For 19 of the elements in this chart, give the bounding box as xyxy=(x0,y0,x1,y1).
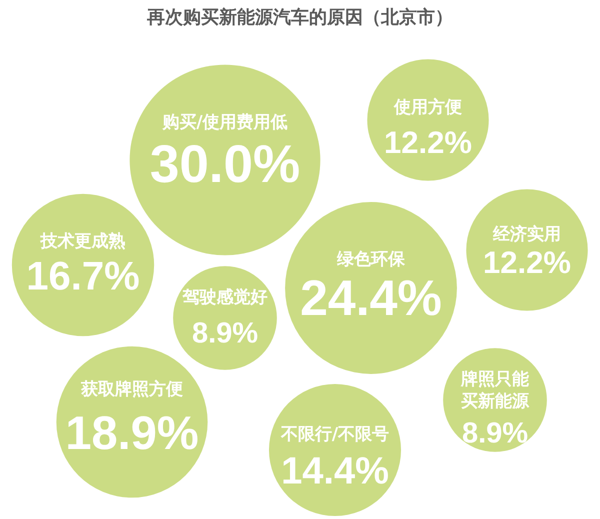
data-label: 24.4% xyxy=(300,270,442,326)
text: 再次购买新能源汽车的原因（北京市） xyxy=(146,7,454,29)
category-label: 使用方便 xyxy=(393,97,462,118)
category-label: 获取牌照方便 xyxy=(80,379,183,400)
data-label: 12.2% xyxy=(483,245,571,280)
data-label: 18.9% xyxy=(65,406,199,459)
data-label: 8.9% xyxy=(462,417,528,450)
data-label: 14.4% xyxy=(281,450,389,493)
category-label: 技术更成熟 xyxy=(40,231,126,252)
category-label: 驾驶感觉好 xyxy=(182,287,268,308)
data-label: 12.2% xyxy=(384,125,472,160)
data-label: 30.0% xyxy=(150,135,300,194)
category-label: 购买/使用费用低 xyxy=(161,112,288,132)
data-label: 16.7% xyxy=(26,254,140,298)
category-label: 经济实用 xyxy=(492,224,561,244)
category-label: 不限行/不限号 xyxy=(280,424,390,444)
category-label: 绿色环保 xyxy=(336,249,406,270)
data-label: 8.9% xyxy=(192,317,258,350)
category-label: 牌照只能买新能源 xyxy=(460,369,530,412)
